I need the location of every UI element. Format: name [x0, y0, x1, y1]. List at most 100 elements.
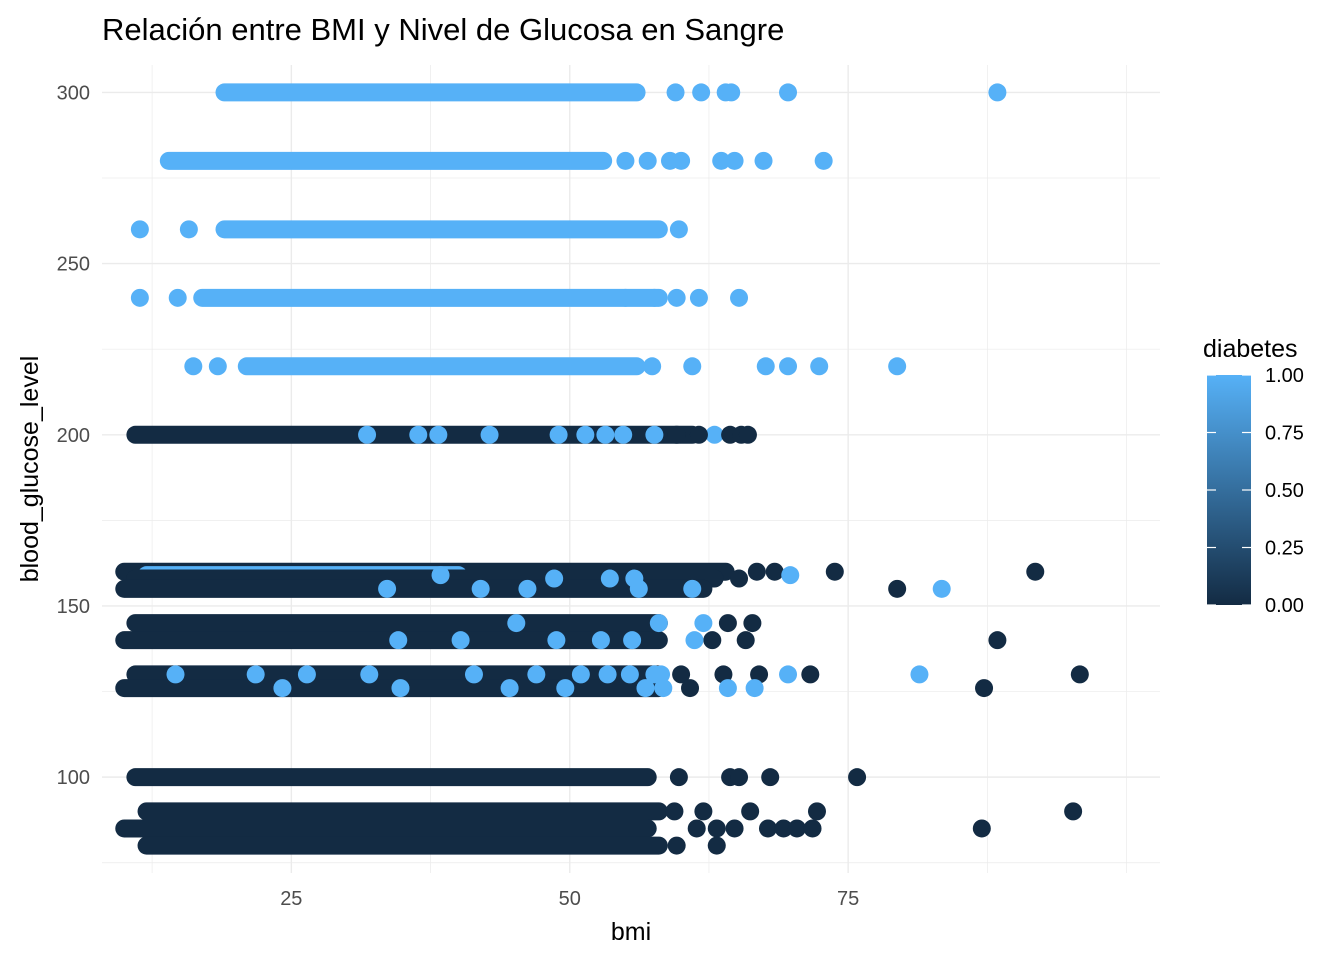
data-point: [297, 665, 316, 684]
data-point: [779, 665, 798, 684]
data-point: [672, 665, 691, 684]
point-band: [115, 819, 657, 838]
data-point: [747, 562, 766, 581]
data-point: [988, 83, 1007, 102]
data-point: [667, 288, 686, 307]
legend-title: diabetes: [1203, 335, 1298, 363]
data-point: [576, 425, 595, 444]
data-point: [750, 665, 769, 684]
data-point: [246, 665, 265, 684]
data-point: [774, 819, 793, 838]
data-point: [600, 569, 619, 588]
data-point: [378, 579, 397, 598]
data-point: [166, 665, 185, 684]
legend-tick-label: 1.00: [1265, 365, 1304, 387]
data-point: [730, 768, 749, 787]
data-point: [807, 802, 826, 821]
data-point: [681, 679, 700, 698]
data-point: [707, 836, 726, 855]
data-point: [431, 566, 450, 585]
data-point: [636, 679, 655, 698]
data-point: [507, 614, 526, 633]
data-point: [667, 836, 686, 855]
data-point: [825, 562, 844, 581]
x-tick-label: 25: [280, 888, 302, 910]
legend-tick-label: 0.50: [1265, 480, 1304, 502]
data-point: [758, 819, 777, 838]
x-tick-label: 50: [559, 888, 581, 910]
data-point: [389, 631, 408, 650]
data-point: [409, 425, 428, 444]
data-point: [208, 357, 227, 376]
x-axis-ticks: 25 50 75: [280, 888, 859, 910]
point-band: [193, 288, 668, 307]
data-point: [730, 569, 749, 588]
data-point: [910, 665, 929, 684]
data-point: [665, 802, 684, 821]
y-axis-ticks: 100 150 200 250 300: [57, 82, 90, 789]
data-point: [694, 614, 713, 633]
data-point: [741, 802, 760, 821]
data-point: [645, 425, 664, 444]
data-point: [683, 579, 702, 598]
y-tick-label: 250: [57, 254, 90, 276]
point-band: [215, 220, 668, 239]
data-point: [888, 579, 907, 598]
data-points: [115, 83, 1089, 855]
data-point: [549, 425, 568, 444]
data-point: [714, 665, 733, 684]
data-point: [652, 665, 671, 684]
data-point: [273, 679, 292, 698]
data-point: [743, 614, 762, 633]
data-point: [571, 665, 590, 684]
data-point: [756, 357, 775, 376]
data-point: [614, 425, 633, 444]
data-point: [666, 83, 685, 102]
data-point: [712, 151, 731, 170]
data-point: [669, 220, 688, 239]
data-point: [471, 579, 490, 598]
data-point: [736, 631, 755, 650]
data-point: [620, 665, 639, 684]
data-point: [616, 151, 635, 170]
data-point: [779, 357, 798, 376]
data-point: [184, 357, 203, 376]
data-point: [391, 679, 410, 698]
data-point: [975, 679, 994, 698]
data-point: [707, 819, 726, 838]
data-point: [130, 288, 149, 307]
data-point: [972, 819, 991, 838]
chart-title: Relación entre BMI y Nivel de Glucosa en…: [102, 12, 784, 47]
data-point: [888, 357, 907, 376]
data-point: [672, 151, 691, 170]
data-point: [130, 220, 149, 239]
data-point: [814, 151, 833, 170]
data-point: [547, 631, 566, 650]
data-point: [988, 631, 1007, 650]
point-band: [126, 614, 668, 633]
data-point: [527, 665, 546, 684]
point-band: [126, 768, 657, 787]
data-point: [718, 679, 737, 698]
point-band: [137, 836, 668, 855]
data-point: [705, 425, 724, 444]
data-point: [179, 220, 198, 239]
data-point: [703, 631, 722, 650]
data-point: [738, 425, 757, 444]
data-point: [754, 151, 773, 170]
data-point: [932, 579, 951, 598]
data-point: [645, 288, 664, 307]
legend-tick-label: 0.00: [1265, 595, 1304, 617]
data-point: [848, 768, 867, 787]
legend-tick-label: 0.25: [1265, 538, 1304, 560]
data-point: [518, 579, 537, 598]
point-band: [215, 83, 646, 102]
data-point: [598, 665, 617, 684]
data-point: [500, 679, 519, 698]
data-point: [480, 425, 499, 444]
data-point: [725, 151, 744, 170]
data-point: [451, 631, 470, 650]
data-point: [683, 357, 702, 376]
y-tick-label: 150: [57, 596, 90, 618]
